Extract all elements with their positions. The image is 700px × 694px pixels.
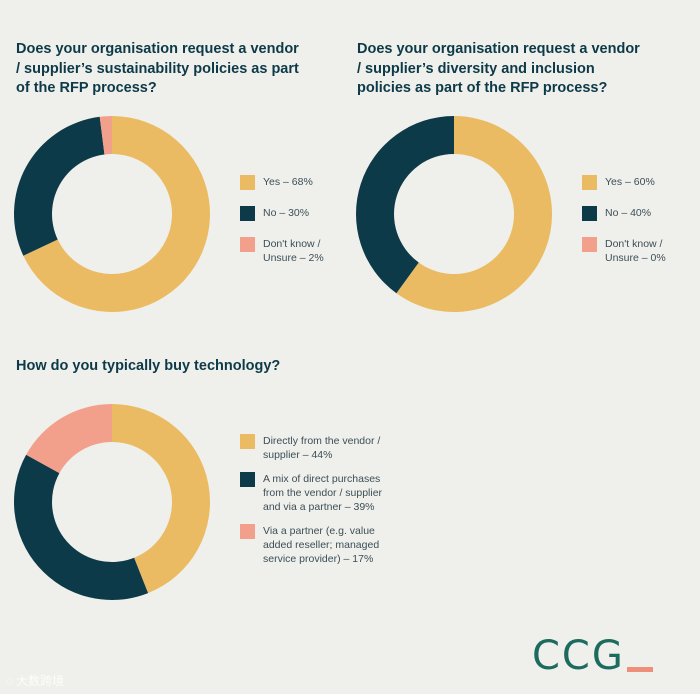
chart-3-legend: Directly from the vendor / supplier – 44…: [240, 434, 430, 576]
chart-1-legend: Yes – 68% No – 30% Don't know / Unsure –…: [240, 175, 350, 282]
legend-label: Directly from the vendor / supplier – 44…: [263, 435, 381, 461]
donut-slice-3-3: [26, 404, 112, 474]
chat-bubble-icon: ◌: [6, 673, 14, 688]
chart-1-donut: [13, 116, 211, 312]
legend-label: Via a partner (e.g. value added reseller…: [263, 525, 380, 565]
watermark-text: 大数跨境: [16, 674, 65, 688]
legend-item-mix: A mix of direct purchases from the vendo…: [240, 472, 430, 514]
donut-slice-3-2: [13, 454, 149, 600]
chart-2-legend: Yes – 60% No – 40% Don't know / Unsure –…: [582, 175, 692, 282]
legend-swatch-unsure: [582, 237, 597, 252]
legend-item-yes: Yes – 60%: [582, 175, 692, 190]
donut-slice-1-2: [13, 116, 105, 256]
legend-label: Don't know / Unsure – 2%: [263, 238, 324, 264]
legend-swatch-no: [582, 206, 597, 221]
watermark: ◌ 大数跨境: [6, 672, 64, 689]
donut-slice-1-3: [99, 116, 112, 155]
legend-label: Yes – 68%: [263, 176, 313, 188]
legend-swatch-direct: [240, 434, 255, 449]
chart-2-title: Does your organisation request a vendor …: [357, 41, 640, 96]
chart-1-title: Does your organisation request a vendor …: [16, 41, 299, 96]
legend-swatch-yes: [582, 175, 597, 190]
legend-swatch-unsure: [240, 237, 255, 252]
legend-item-no: No – 30%: [240, 206, 350, 221]
chart-3-title: How do you typically buy technology?: [16, 358, 281, 374]
legend-label: No – 30%: [263, 207, 310, 219]
legend-item-yes: Yes – 68%: [240, 175, 350, 190]
legend-item-no: No – 40%: [582, 206, 692, 221]
donut-slice-3-1: [112, 404, 211, 594]
logo-text: CCG: [532, 633, 625, 679]
donut-slice-1-1: [23, 116, 211, 312]
donut-slice-2-1: [396, 116, 552, 312]
chart-2-donut: [356, 116, 552, 312]
legend-label: A mix of direct purchases from the vendo…: [263, 473, 383, 513]
legend-label: No – 40%: [605, 207, 652, 219]
legend-swatch-no: [240, 206, 255, 221]
legend-swatch-partner: [240, 524, 255, 539]
legend-swatch-mix: [240, 472, 255, 487]
ccg-logo: CCG: [532, 632, 653, 676]
legend-label: Don't know / Unsure – 0%: [605, 238, 666, 264]
legend-item-direct: Directly from the vendor / supplier – 44…: [240, 434, 430, 462]
legend-item-unsure: Don't know / Unsure – 0%: [582, 237, 692, 265]
legend-item-partner: Via a partner (e.g. value added reseller…: [240, 524, 430, 566]
logo-underscore-mark: [626, 667, 653, 672]
donut-slice-2-2: [356, 116, 454, 294]
legend-label: Yes – 60%: [605, 176, 655, 188]
legend-item-unsure: Don't know / Unsure – 2%: [240, 237, 350, 265]
legend-swatch-yes: [240, 175, 255, 190]
chart-3-donut: [13, 404, 211, 600]
